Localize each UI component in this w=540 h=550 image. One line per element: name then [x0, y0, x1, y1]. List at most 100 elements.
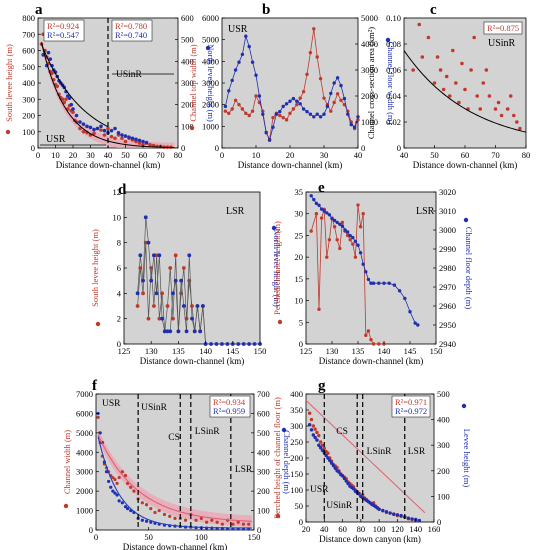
panel-letter-d: d [118, 182, 127, 198]
data-point-g [329, 461, 334, 465]
data-point-d [141, 278, 145, 283]
y-tick-label-right-g: 100 [437, 491, 450, 501]
data-point-a [127, 135, 131, 139]
data-point-f [205, 520, 209, 524]
y-tick-label-left-d: 2 [117, 314, 121, 324]
plot-area-e [305, 191, 437, 345]
x-tick-label-f: 50 [144, 532, 153, 542]
data-point-b [244, 34, 248, 38]
data-point-f [117, 499, 121, 503]
data-point-g [324, 453, 328, 458]
x-tick-label-g: 80 [357, 524, 366, 534]
x-tick-label-c: 80 [522, 150, 531, 160]
fit-curve-c [403, 50, 527, 133]
region-label-g: USR [310, 485, 329, 495]
data-point-d [173, 278, 178, 283]
y-tick-label-right-g: 200 [437, 466, 450, 476]
data-point-e [358, 251, 363, 255]
data-point-b [240, 107, 245, 111]
y-axis-label-right-d: North levee height (m) [272, 229, 282, 307]
data-point-d [152, 253, 156, 258]
y-tick-label-left-g: 350 [290, 405, 303, 415]
x-tick-label-b: 30 [320, 150, 329, 160]
data-point-a [67, 96, 72, 100]
panel-letter-b: b [262, 2, 270, 18]
x-tick-label-g: 100 [373, 524, 386, 534]
data-point-e [377, 281, 381, 285]
y-tick-label-right-f: 500 [257, 428, 270, 438]
data-point-f [215, 520, 219, 524]
y-tick-label-left-c: 0.04 [386, 91, 402, 101]
data-point-f [111, 489, 115, 493]
data-point-e [319, 207, 324, 211]
data-point-f [109, 485, 113, 489]
data-point-f [129, 485, 133, 489]
data-point-d [190, 316, 194, 321]
data-point-b [247, 113, 251, 118]
data-point-d [198, 329, 203, 334]
x-tick-label-b: 10 [252, 150, 261, 160]
data-point-f [132, 489, 136, 493]
data-point-e [343, 228, 347, 232]
x-tick-label-d: 140 [199, 346, 212, 356]
data-point-b [288, 111, 292, 116]
data-point-d [236, 342, 241, 346]
y-tick-label-left-c: 0.10 [386, 13, 401, 23]
data-point-f [140, 501, 144, 505]
data-point-b [349, 122, 353, 127]
legend-marker-d [95, 321, 101, 327]
data-point-d [179, 278, 184, 283]
data-point-g [406, 516, 411, 520]
y-tick-label-right-a: 100 [181, 121, 194, 131]
data-point-d [220, 342, 224, 346]
y-tick-label-right-a: 600 [181, 13, 194, 23]
data-point-g [309, 428, 314, 432]
x-tick-label-c: 60 [461, 150, 470, 160]
x-tick-label-a: 20 [69, 150, 78, 160]
data-point-b [308, 112, 313, 116]
x-tick-label-e: 130 [326, 346, 339, 356]
region-label-d: LSR [226, 206, 245, 217]
data-point-d [173, 253, 178, 258]
stats-value-g: R²=0.972 [395, 406, 427, 416]
data-point-d [162, 329, 167, 334]
data-point-f [210, 518, 214, 522]
x-tick-label-g: 140 [409, 524, 422, 534]
y-tick-label-left-d: 0 [117, 339, 121, 349]
data-point-g [344, 479, 348, 483]
stats-value-g: R²=0.971 [395, 397, 427, 407]
stats-box-a [43, 19, 85, 42]
y-tick-label-left-b: 6000 [202, 13, 219, 23]
data-point-b [332, 100, 336, 105]
data-point-f [126, 507, 130, 511]
data-point-a [102, 133, 107, 137]
data-point-e [325, 255, 329, 259]
data-point-g [384, 510, 389, 514]
y-tick-label-left-c: 0.02 [386, 117, 401, 127]
y-tick-label-left-a: 100 [22, 127, 35, 137]
data-point-f [140, 518, 144, 522]
data-point-g [313, 427, 317, 431]
data-point-f [113, 477, 117, 482]
x-tick-label-d: 135 [172, 346, 185, 356]
data-point-a [55, 84, 60, 89]
x-tick-label-a: 70 [156, 150, 165, 160]
x-tick-label-d: 125 [118, 346, 131, 356]
data-point-g [392, 512, 396, 517]
y-tick-label-right-b: 4000 [361, 39, 378, 49]
data-point-d [160, 316, 164, 321]
data-point-f [111, 475, 115, 480]
y-tick-label-right-a: 400 [181, 56, 194, 66]
data-point-a [155, 144, 159, 149]
data-point-f [194, 518, 198, 522]
x-tick-label-d: 130 [145, 346, 158, 356]
data-point-c [460, 61, 464, 66]
data-point-e [345, 233, 350, 238]
region-label-a: USinR [116, 70, 143, 80]
data-point-f [107, 479, 111, 484]
y-axis-label-left-d: South levee height (m) [90, 229, 100, 307]
x-tick-label-e: 150 [430, 346, 443, 356]
y-tick-label-left-g: 100 [290, 485, 303, 495]
legend-marker-a [205, 45, 211, 51]
data-point-b [315, 55, 319, 59]
